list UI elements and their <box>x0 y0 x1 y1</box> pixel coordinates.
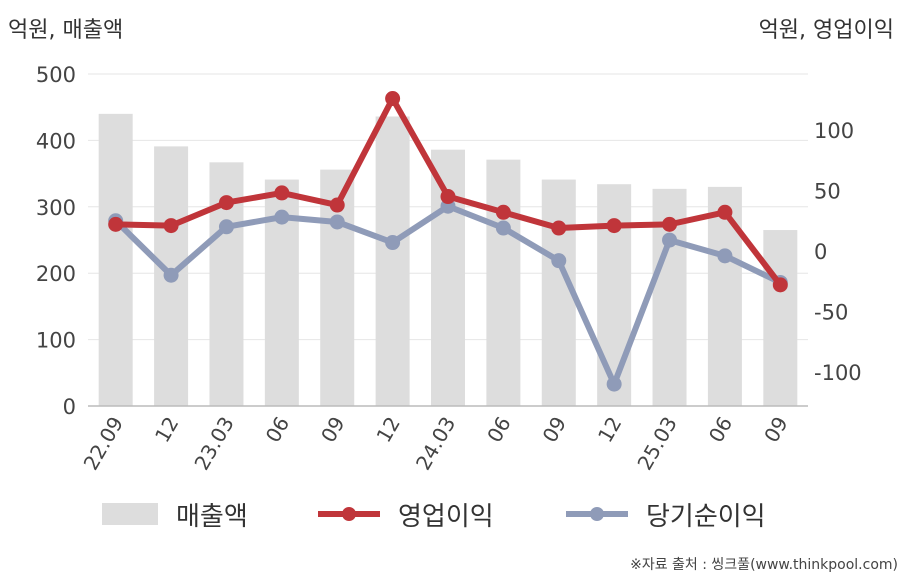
series-point <box>662 232 678 248</box>
x-tick-label: 12 <box>593 413 627 447</box>
series-point <box>329 214 345 230</box>
series-point <box>274 209 290 225</box>
left-axis-unit: 억원, 매출액 <box>8 18 124 43</box>
x-tick-label: 09 <box>759 413 793 447</box>
right-tick-label: 50 <box>814 180 841 204</box>
x-tick-label: 22.09 <box>79 413 128 475</box>
x-tick-label: 06 <box>704 413 738 447</box>
x-tick-label: 12 <box>371 413 405 447</box>
x-tick-label: 09 <box>538 413 572 447</box>
x-tick-label: 23.03 <box>189 413 238 475</box>
series-point <box>385 91 401 107</box>
right-tick-label: -50 <box>814 301 848 325</box>
series-point <box>440 189 456 205</box>
series-point <box>108 216 124 232</box>
series-point <box>274 185 290 201</box>
right-tick-label: 100 <box>814 119 854 143</box>
bar <box>431 149 465 407</box>
bar <box>486 159 521 406</box>
legend-item-sales: 매출액 <box>102 492 248 536</box>
bar <box>597 184 632 406</box>
series-point <box>218 219 234 235</box>
series-point <box>218 195 234 211</box>
series-point <box>717 248 733 264</box>
left-tick-label: 100 <box>36 329 76 353</box>
series-point <box>551 253 567 269</box>
legend-item-net-income: 당기순이익 <box>566 492 766 536</box>
legend: 매출액 영업이익 당기순이익 <box>0 492 908 536</box>
series-point <box>329 197 345 213</box>
left-tick-label: 500 <box>36 63 76 87</box>
bar <box>98 113 133 406</box>
series-point <box>495 220 511 236</box>
series-point <box>163 218 179 234</box>
x-tick-label: 24.03 <box>411 413 460 475</box>
right-tick-label: -100 <box>814 361 862 385</box>
series-point <box>385 235 401 251</box>
bar <box>375 116 410 406</box>
x-tick-label: 06 <box>482 413 516 447</box>
series-point <box>163 267 179 283</box>
x-tick-label: 12 <box>150 413 184 447</box>
legend-swatch-sales <box>102 503 158 525</box>
left-tick-label: 400 <box>36 129 76 153</box>
source-note: ※자료 출처 : 씽크풀(www.thinkpool.com) <box>630 557 898 573</box>
series-point <box>551 220 567 236</box>
right-tick-label: 0 <box>814 240 827 264</box>
series-point <box>606 218 622 234</box>
series-point <box>495 204 511 220</box>
series-point <box>662 216 678 232</box>
x-tick-label: 25.03 <box>632 413 681 475</box>
left-tick-label: 0 <box>63 395 76 419</box>
legend-swatch-operating-profit <box>318 507 380 521</box>
series-point <box>606 376 622 392</box>
legend-label-net-income: 당기순이익 <box>646 501 766 532</box>
series-point <box>717 204 733 220</box>
legend-swatch-net-income <box>566 507 628 521</box>
x-tick-label: 09 <box>316 413 350 447</box>
x-tick-label: 06 <box>261 413 295 447</box>
legend-label-operating-profit: 영업이익 <box>398 501 494 532</box>
legend-label-sales: 매출액 <box>176 501 248 532</box>
legend-item-operating-profit: 영업이익 <box>318 492 494 536</box>
bar <box>763 230 798 406</box>
left-tick-label: 200 <box>36 262 76 286</box>
right-axis-unit: 억원, 영업이익 <box>758 18 894 43</box>
series-point <box>772 277 788 293</box>
left-tick-label: 300 <box>36 196 76 220</box>
